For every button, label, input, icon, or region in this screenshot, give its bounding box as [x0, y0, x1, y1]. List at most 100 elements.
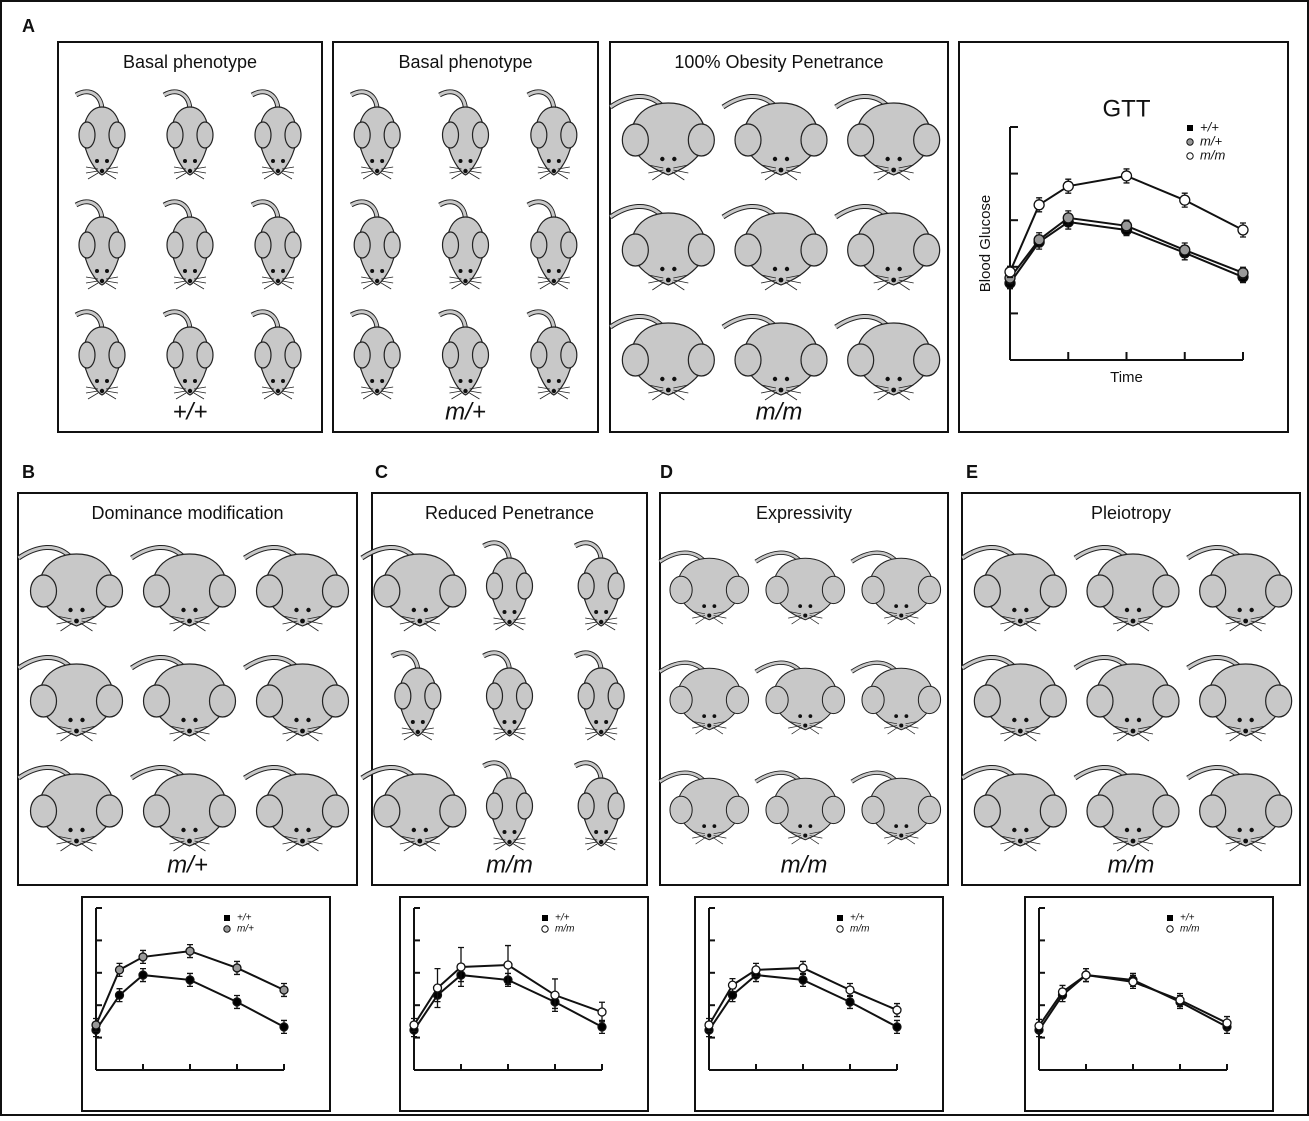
data-point	[1223, 1019, 1231, 1027]
mouse	[1188, 547, 1292, 631]
mouse	[723, 206, 827, 290]
legend-marker	[224, 915, 230, 921]
data-point	[116, 966, 124, 974]
legend-label: m/m	[555, 924, 574, 935]
data-point	[893, 1006, 901, 1014]
data-point	[280, 986, 288, 994]
data-point	[846, 998, 854, 1006]
data-point	[434, 984, 442, 992]
data-point	[799, 964, 807, 972]
mouse	[660, 663, 749, 734]
data-point	[1034, 235, 1044, 245]
data-point	[1238, 225, 1248, 235]
series-line	[96, 951, 284, 1025]
legend-label: m/m	[1180, 924, 1199, 935]
mouse	[528, 92, 577, 179]
panel-title: Basal phenotype	[398, 52, 532, 72]
panel-letter: A	[22, 16, 35, 36]
data-point	[186, 947, 194, 955]
mouse	[1075, 547, 1179, 631]
mouse	[962, 547, 1066, 631]
y-axis-label: Blood Glucose	[977, 195, 994, 293]
mouse	[756, 663, 845, 734]
legend-marker	[1187, 139, 1193, 145]
mouse	[19, 657, 123, 741]
genotype-label: m/m	[781, 851, 828, 878]
mouse	[528, 312, 577, 399]
panel-title: Reduced Penetrance	[425, 503, 594, 523]
data-point	[1180, 245, 1190, 255]
mouse	[723, 316, 827, 400]
mouse	[1188, 657, 1292, 741]
mouse	[836, 316, 940, 400]
data-point	[233, 964, 241, 972]
data-point	[729, 981, 737, 989]
x-axis-label: Time	[1110, 369, 1143, 386]
data-point	[233, 998, 241, 1006]
mouse	[610, 96, 714, 180]
data-point	[410, 1021, 418, 1029]
mouse	[528, 202, 577, 289]
data-point	[1176, 996, 1184, 1004]
panel-letter: D	[660, 462, 673, 482]
chart-frame	[82, 897, 330, 1111]
mouse	[575, 543, 624, 630]
panel-letter: B	[22, 462, 35, 482]
data-point	[551, 991, 559, 999]
panel-title: 100% Obesity Penetrance	[674, 52, 883, 72]
data-point	[1122, 171, 1132, 181]
genotype-label: m/+	[445, 398, 486, 425]
legend-label: +/+	[850, 913, 865, 924]
mouse	[164, 92, 213, 179]
legend-label: m/m	[1200, 147, 1225, 162]
data-point	[280, 1023, 288, 1031]
panel-letter: C	[375, 462, 388, 482]
panel-letter: E	[966, 462, 978, 482]
mouse	[351, 202, 400, 289]
data-point	[752, 966, 760, 974]
mouse	[440, 202, 489, 289]
panel-title: Basal phenotype	[123, 52, 257, 72]
mouse	[76, 312, 125, 399]
mouse	[484, 653, 533, 740]
legend-label: +/+	[555, 913, 570, 924]
mouse	[756, 553, 845, 624]
panel-title: Dominance modification	[91, 503, 283, 523]
mouse	[1075, 657, 1179, 741]
mouse	[610, 316, 714, 400]
chart-frame	[695, 897, 943, 1111]
data-point	[1238, 268, 1248, 278]
mouse	[19, 767, 123, 851]
legend-label: m/+	[237, 924, 254, 935]
genotype-label: m/m	[756, 398, 803, 425]
mouse	[484, 543, 533, 630]
mouse	[852, 773, 941, 844]
data-point	[846, 986, 854, 994]
chart-title: GTT	[1103, 95, 1151, 122]
mouse	[351, 92, 400, 179]
mouse	[484, 763, 533, 850]
data-point	[116, 991, 124, 999]
legend-marker	[224, 926, 230, 932]
data-point	[598, 1023, 606, 1031]
data-point	[186, 976, 194, 984]
legend-label: +/+	[1180, 913, 1195, 924]
legend-marker	[1187, 153, 1193, 159]
data-point	[1034, 200, 1044, 210]
data-point	[893, 1023, 901, 1031]
mouse	[362, 547, 466, 631]
mouse	[252, 312, 301, 399]
data-point	[1129, 978, 1137, 986]
mouse	[852, 663, 941, 734]
legend-marker	[1187, 125, 1193, 131]
mouse	[132, 657, 236, 741]
data-point	[504, 961, 512, 969]
data-point	[1059, 988, 1067, 996]
mouse	[362, 767, 466, 851]
mouse	[164, 202, 213, 289]
data-point	[1005, 267, 1015, 277]
data-point	[1063, 181, 1073, 191]
mouse	[575, 653, 624, 740]
data-point	[1063, 213, 1073, 223]
data-point	[1122, 221, 1132, 231]
